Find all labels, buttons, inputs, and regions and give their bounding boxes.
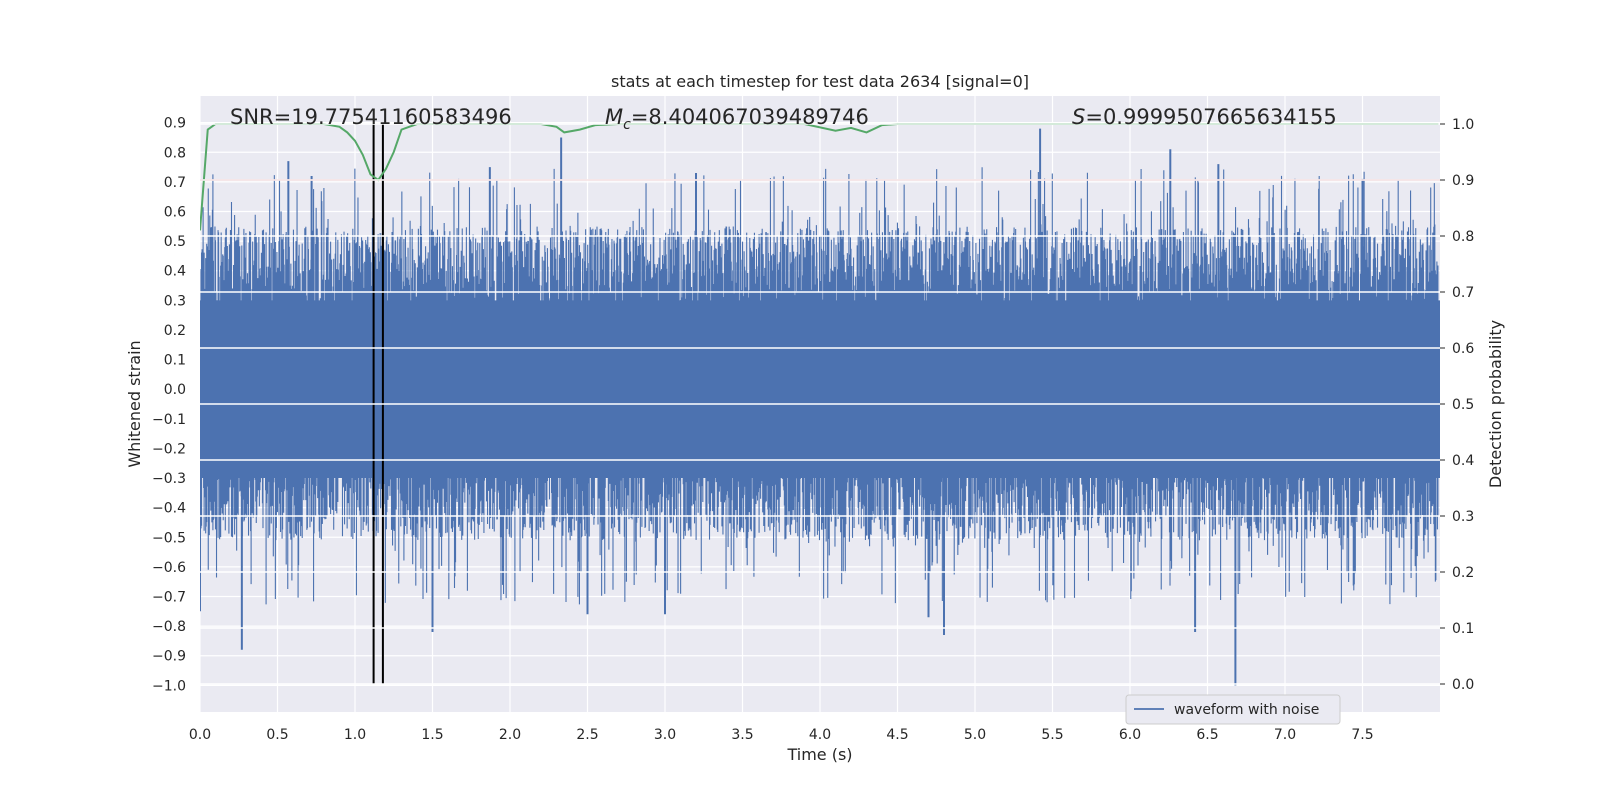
waveform-series xyxy=(200,128,1440,686)
y-tick-label: 0.6 xyxy=(164,205,186,221)
x-axis-label: Time (s) xyxy=(786,745,852,764)
y-axis-ticks: 0.9 0.8 0.7 0.6 0.5 0.4 0.3 0.2 0.1 0.0 −0.1 −0.2 −0… xyxy=(152,116,186,695)
s-value: =0.9999507665634155 xyxy=(1085,105,1336,129)
x-tick-label: 6.5 xyxy=(1196,727,1218,743)
y-tick-label: −0.3 xyxy=(152,471,186,487)
y-tick-label: −0.7 xyxy=(152,590,186,606)
chart-title: stats at each timestep for test data 263… xyxy=(611,72,1029,91)
y-tick-label: −0.9 xyxy=(152,649,186,665)
y2-tick-label: 0.9 xyxy=(1452,173,1474,189)
y-tick-label: 0.4 xyxy=(164,264,186,280)
x-tick-label: 1.0 xyxy=(344,727,366,743)
x-tick-label: 5.5 xyxy=(1041,727,1063,743)
x-tick-label: 4.5 xyxy=(886,727,908,743)
y-tick-label: −0.2 xyxy=(152,441,186,457)
s-annotation: S=0.9999507665634155 xyxy=(1072,105,1337,129)
y2-axis-ticks: 1.0 0.9 0.8 0.7 0.6 0.5 0.4 0.3 0.2 0.1 0.0 xyxy=(1440,117,1474,693)
y2-tick-label: 0.8 xyxy=(1452,229,1474,245)
y2-tick-label: 0.5 xyxy=(1452,397,1474,413)
y-tick-label: 0.3 xyxy=(164,293,186,309)
y-tick-label: 0.5 xyxy=(164,234,186,250)
x-tick-label: 7.5 xyxy=(1351,727,1373,743)
x-tick-label: 7.0 xyxy=(1274,727,1296,743)
y-tick-label: −0.1 xyxy=(152,412,186,428)
y2-tick-label: 0.4 xyxy=(1452,453,1474,469)
y-axis-label: Whitened strain xyxy=(125,340,144,467)
x-tick-label: 3.0 xyxy=(654,727,676,743)
chirp-mass-annotation: Mc=8.404067039489746 xyxy=(605,105,869,133)
chirp-mass-subscript: c xyxy=(623,117,631,133)
waveform-core-band xyxy=(200,300,1440,479)
x-tick-label: 6.0 xyxy=(1119,727,1141,743)
x-tick-label: 2.0 xyxy=(499,727,521,743)
y-tick-label: 0.1 xyxy=(164,353,186,369)
y2-tick-label: 0.2 xyxy=(1452,565,1474,581)
y-tick-label: 0.8 xyxy=(164,145,186,161)
y2-tick-label: 0.3 xyxy=(1452,509,1474,525)
y-tick-label: −0.4 xyxy=(152,501,186,517)
chirp-mass-value: =8.404067039489746 xyxy=(631,105,869,129)
y2-axis-label: Detection probability xyxy=(1486,320,1505,488)
chirp-mass-symbol: M xyxy=(605,105,623,129)
y-tick-label: 0.0 xyxy=(164,382,186,398)
x-tick-label: 4.0 xyxy=(809,727,831,743)
y2-tick-label: 0.6 xyxy=(1452,341,1474,357)
y2-tick-label: 0.7 xyxy=(1452,285,1474,301)
x-tick-label: 5.0 xyxy=(964,727,986,743)
legend-label: waveform with noise xyxy=(1174,702,1319,718)
x-tick-label: 0.0 xyxy=(189,727,211,743)
y-tick-label: 0.2 xyxy=(164,323,186,339)
snr-annotation: SNR=19.77541160583496 xyxy=(230,105,512,129)
x-tick-label: 1.5 xyxy=(421,727,443,743)
y-tick-label: −1.0 xyxy=(152,678,186,694)
s-symbol: S xyxy=(1072,105,1085,129)
y-tick-label: 0.7 xyxy=(164,175,186,191)
y-tick-label: −0.8 xyxy=(152,619,186,635)
legend: waveform with noise xyxy=(1125,694,1341,725)
x-axis-ticks: 0.0 0.5 1.0 1.5 2.0 2.5 3.0 3.5 4.0 4.5 5.0 5.5 6.0 6… xyxy=(189,727,1374,743)
y2-tick-label: 0.1 xyxy=(1452,621,1474,637)
y-tick-label: −0.6 xyxy=(152,560,186,576)
legend-box xyxy=(1125,694,1341,725)
y2-tick-label: 0.0 xyxy=(1452,677,1474,693)
y-tick-label: 0.9 xyxy=(164,116,186,132)
x-tick-label: 2.5 xyxy=(576,727,598,743)
y-tick-label: −0.5 xyxy=(152,530,186,546)
y2-tick-label: 1.0 xyxy=(1452,117,1474,133)
grid-overlay xyxy=(200,123,1440,685)
x-tick-label: 0.5 xyxy=(266,727,288,743)
x-tick-label: 3.5 xyxy=(731,727,753,743)
